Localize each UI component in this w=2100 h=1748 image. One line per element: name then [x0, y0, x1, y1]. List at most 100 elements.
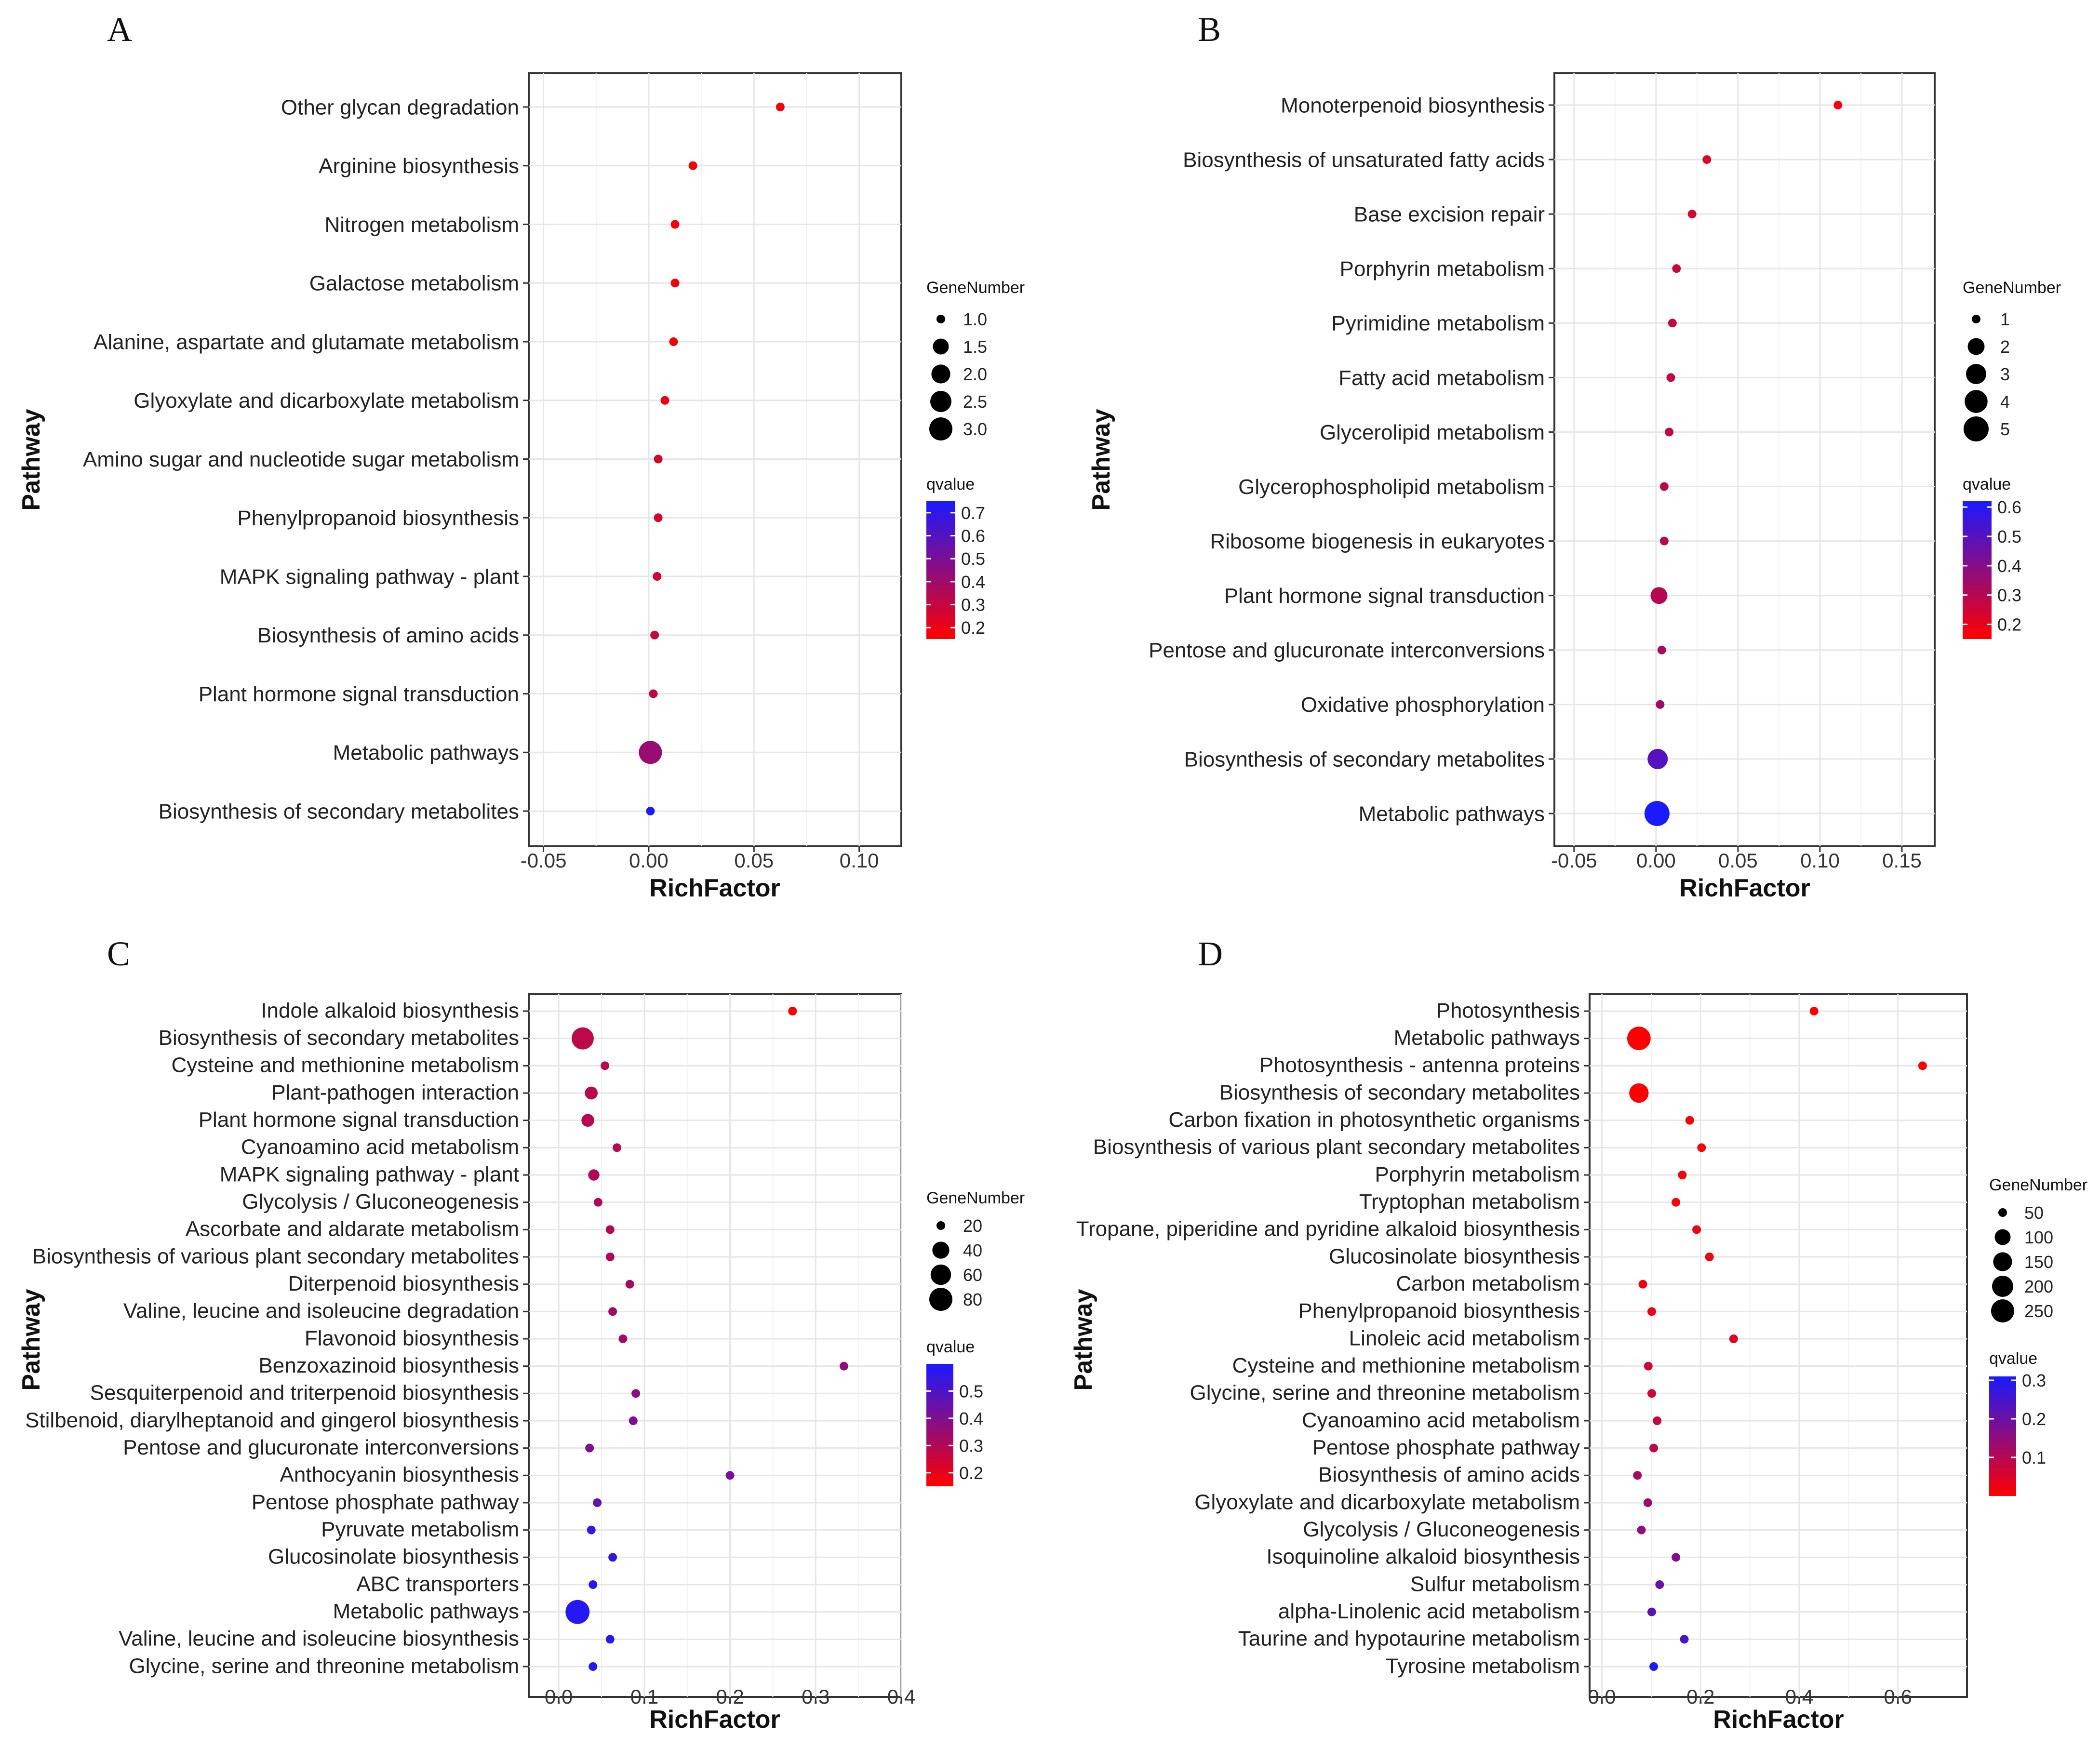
data-point — [649, 689, 658, 698]
pathway-label: MAPK signaling pathway - plant — [220, 565, 519, 588]
colorbar-label: 0.3 — [959, 1436, 983, 1455]
data-point — [725, 1471, 735, 1480]
data-point — [608, 1307, 617, 1316]
size-legend-dot — [1966, 363, 1987, 385]
pathway-label: Ascorbate and aldarate metabolism — [186, 1217, 519, 1241]
data-point — [1692, 1225, 1701, 1234]
plot-frame — [1589, 993, 1968, 1698]
data-point — [593, 1498, 602, 1507]
data-point — [1672, 264, 1681, 273]
size-legend-label: 4 — [2000, 392, 2010, 412]
pathway-label: Pentose phosphate pathway — [252, 1490, 519, 1514]
pathway-label: Biosynthesis of unsaturated fatty acids — [1183, 148, 1545, 172]
pathway-label: Glucosinolate biosynthesis — [268, 1545, 519, 1569]
colorbar-label: 0.3 — [1997, 586, 2021, 605]
pathway-label: Biosynthesis of various plant secondary … — [1093, 1135, 1580, 1159]
data-point — [1665, 427, 1674, 437]
y-axis-title: Pathway — [17, 409, 45, 510]
size-legend-label: 60 — [963, 1265, 982, 1285]
pathway-label: Tryptophan metabolism — [1359, 1190, 1580, 1214]
size-legend-label: 2.0 — [963, 364, 987, 384]
x-tick-label: 0.00 — [629, 849, 669, 872]
size-legend-dot — [1972, 315, 1980, 323]
size-legend-label: 1 — [2000, 309, 2010, 329]
colorbar-label: 0.3 — [961, 595, 985, 615]
size-legend-dot — [1991, 1299, 2014, 1322]
pathway-label: Galactose metabolism — [309, 272, 519, 295]
size-legend-dot — [930, 1264, 951, 1285]
size-legend-dot — [1998, 1208, 2007, 1217]
colorbar-label: 0.6 — [1997, 497, 2021, 517]
data-point — [589, 1580, 598, 1589]
size-legend-dot — [933, 338, 949, 355]
x-tick-label: 0.10 — [840, 849, 879, 872]
size-legend-label: 40 — [963, 1241, 982, 1260]
pathway-label: Oxidative phosphorylation — [1301, 693, 1545, 717]
data-point — [1649, 1662, 1659, 1671]
x-tick-label: -0.05 — [521, 849, 567, 872]
size-legend-label: 2 — [2000, 337, 2010, 357]
data-point — [670, 220, 680, 229]
x-tick-label: 0.2 — [716, 1685, 744, 1708]
data-point — [1809, 1007, 1819, 1015]
pathway-label: Phenylpropanoid biosynthesis — [237, 507, 519, 530]
colorbar-label: 0.2 — [961, 618, 985, 638]
data-point — [1666, 373, 1675, 382]
data-point — [1647, 1607, 1656, 1616]
data-point — [1649, 1443, 1659, 1453]
pathway-label: Metabolic pathways — [333, 741, 519, 765]
pathway-label: Biosynthesis of secondary metabolites — [159, 1026, 519, 1050]
size-legend-label: 1.0 — [963, 309, 987, 329]
data-point — [588, 1169, 600, 1181]
plot-frame — [528, 993, 902, 1698]
pathway-label: Photosynthesis — [1436, 999, 1580, 1022]
size-legend-dot — [1993, 1252, 2012, 1271]
data-point — [608, 1553, 617, 1562]
data-point — [585, 1443, 594, 1453]
data-point — [776, 103, 785, 111]
pathway-label: Biosynthesis of secondary metabolites — [1184, 747, 1545, 771]
x-tick-label: 0.6 — [1884, 1685, 1912, 1708]
pathway-label: Alanine, aspartate and glutamate metabol… — [94, 330, 519, 354]
pathway-label: Biosynthesis of various plant secondary … — [32, 1244, 519, 1268]
pathway-label: Carbon metabolism — [1396, 1272, 1580, 1295]
data-point — [1643, 1498, 1652, 1507]
pathway-label: Porphyrin metabolism — [1375, 1162, 1580, 1186]
pathway-label: Glucosinolate biosynthesis — [1329, 1244, 1580, 1268]
colorbar-label: 0.1 — [2022, 1448, 2046, 1468]
size-legend-title: GeneNumber — [926, 1189, 1025, 1207]
x-tick-label: 0.15 — [1882, 849, 1922, 872]
data-point — [625, 1280, 634, 1289]
pathway-label: Phenylpropanoid biosynthesis — [1298, 1299, 1580, 1323]
data-point — [654, 513, 663, 522]
size-legend-label: 2.5 — [963, 392, 987, 412]
data-point — [581, 1114, 594, 1127]
pathway-label: Metabolic pathways — [333, 1600, 519, 1623]
data-point — [669, 337, 678, 346]
pathway-label: Tropane, piperidine and pyridine alkaloi… — [1076, 1217, 1580, 1241]
pathway-label: Biosynthesis of secondary metabolites — [1219, 1081, 1580, 1104]
data-point — [618, 1334, 628, 1343]
pathway-label: MAPK signaling pathway - plant — [220, 1162, 519, 1186]
data-point — [1729, 1334, 1738, 1343]
data-point — [1657, 645, 1666, 654]
y-axis-title: Pathway — [1070, 1289, 1097, 1390]
pathway-label: Glycolysis / Gluconeogenesis — [1303, 1518, 1580, 1541]
data-point — [788, 1007, 797, 1015]
color-legend-title: qvalue — [926, 1338, 975, 1356]
color-legend-title: qvalue — [926, 475, 975, 494]
colorbar-label: 0.7 — [961, 503, 985, 523]
pathway-label: Glycine, serine and threonine metabolism — [1190, 1381, 1580, 1405]
pathway-label: Metabolic pathways — [1394, 1026, 1580, 1050]
pathway-label: Cyanoamino acid metabolism — [241, 1135, 519, 1159]
pathway-label: Nitrogen metabolism — [325, 213, 520, 237]
pathway-label: Cyanoamino acid metabolism — [1302, 1408, 1580, 1432]
panel-letter-a: A — [107, 10, 132, 49]
data-point — [1647, 1307, 1656, 1316]
data-point — [1650, 587, 1668, 604]
data-point — [670, 279, 680, 288]
size-legend-title: GeneNumber — [1989, 1176, 2087, 1194]
pathway-label: Benzoxazinoid biosynthesis — [258, 1354, 519, 1377]
pathway-label: alpha-Linolenic acid metabolism — [1278, 1600, 1580, 1623]
